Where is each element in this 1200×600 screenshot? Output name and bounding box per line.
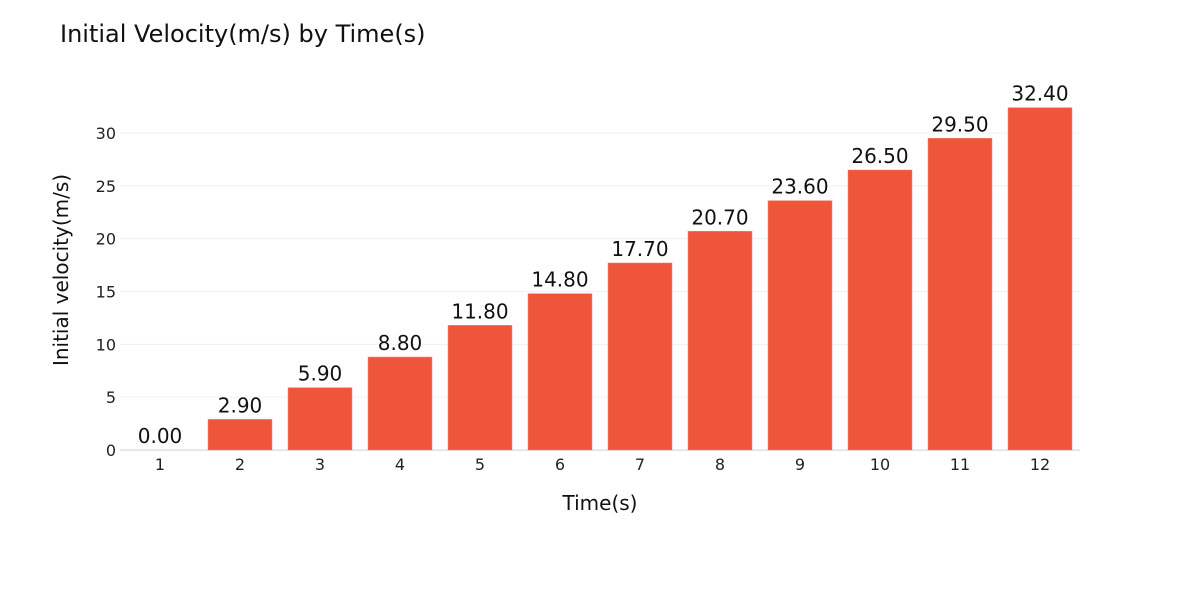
- bar[interactable]: [527, 293, 593, 451]
- bar-value-label: 26.50: [851, 144, 908, 168]
- y-tick-label: 20: [96, 230, 116, 249]
- bar[interactable]: [207, 419, 273, 451]
- bar[interactable]: [927, 138, 993, 451]
- x-tick-label: 3: [315, 455, 325, 474]
- bar-value-label: 0.00: [138, 424, 183, 448]
- bar[interactable]: [767, 200, 833, 451]
- bar-value-label: 17.70: [611, 237, 668, 261]
- y-tick-label: 5: [106, 388, 116, 407]
- x-axis-title: Time(s): [562, 491, 638, 515]
- bar-value-label: 8.80: [378, 331, 423, 355]
- bar[interactable]: [687, 231, 753, 451]
- bar-value-label: 5.90: [298, 362, 343, 386]
- bar-value-label: 20.70: [691, 205, 748, 229]
- bars: 0.00 2.90 5.90 8.80 11.80 14.80 17.70 20.70 23.6…: [138, 82, 1073, 451]
- bar[interactable]: [447, 325, 513, 451]
- bar-value-label: 23.60: [771, 175, 828, 199]
- x-tick-label: 11: [950, 455, 970, 474]
- x-tick-label: 10: [870, 455, 890, 474]
- y-axis-ticks: 0 5 10 15 20 25 30: [96, 124, 116, 460]
- x-tick-label: 1: [155, 455, 165, 474]
- x-tick-label: 5: [475, 455, 485, 474]
- bar[interactable]: [1007, 107, 1073, 451]
- y-tick-label: 30: [96, 124, 116, 143]
- x-tick-label: 9: [795, 455, 805, 474]
- bar-value-label: 14.80: [531, 268, 588, 292]
- x-tick-label: 12: [1030, 455, 1050, 474]
- y-axis-title: Initial velocity(m/s): [49, 174, 73, 366]
- bar-value-label: 32.40: [1011, 82, 1068, 106]
- x-tick-label: 6: [555, 455, 565, 474]
- y-tick-label: 15: [96, 283, 116, 302]
- y-tick-label: 0: [106, 441, 116, 460]
- bar[interactable]: [287, 387, 353, 451]
- x-tick-label: 8: [715, 455, 725, 474]
- y-tick-label: 10: [96, 335, 116, 354]
- x-tick-label: 4: [395, 455, 405, 474]
- bar[interactable]: [847, 169, 913, 451]
- bar-value-label: 11.80: [451, 299, 508, 323]
- bar-value-label: 29.50: [931, 112, 988, 136]
- chart-title: Initial Velocity(m/s) by Time(s): [60, 20, 426, 48]
- bar-value-label: 2.90: [218, 393, 263, 417]
- x-tick-label: 2: [235, 455, 245, 474]
- x-axis-ticks: 1 2 3 4 5 6 7 8 9 10 11 12: [155, 455, 1050, 474]
- gridlines: [120, 132, 1080, 451]
- bar[interactable]: [367, 356, 433, 451]
- y-tick-label: 25: [96, 177, 116, 196]
- x-tick-label: 7: [635, 455, 645, 474]
- bar[interactable]: [607, 262, 673, 451]
